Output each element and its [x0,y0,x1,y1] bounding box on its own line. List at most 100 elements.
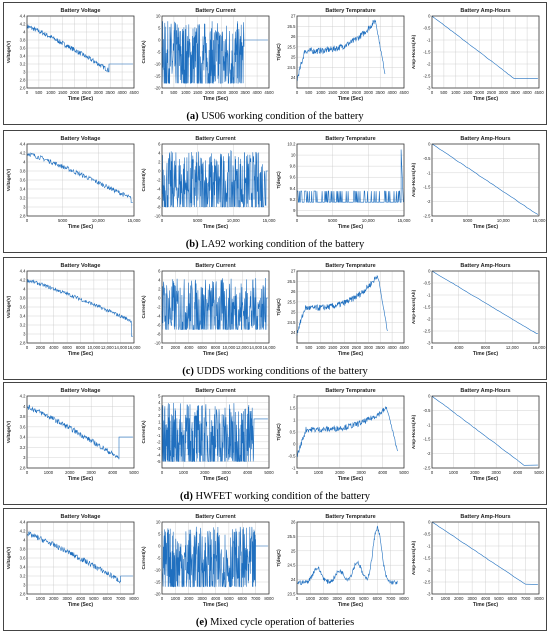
y-tick-label: 3 [23,205,26,210]
y-axis-label: Amp-Hours(Ah) [411,414,416,449]
x-axis-label: Time (Sec) [473,96,499,102]
x-tick-label: 0 [431,90,434,95]
y-tick-label: 2.6 [20,86,26,91]
x-tick-label: 12,000 [236,345,249,350]
x-axis-label: Time (Sec) [203,351,229,357]
x-tick-label: 1000 [171,596,181,601]
chart-panel: Battery Voltage 0 2000 4000 6000 8000 10,000 12… [6,263,141,357]
y-tick-label: -8 [157,332,161,337]
y-tick-label: -2.5 [423,329,431,334]
y-tick-label: 3.6 [20,556,26,561]
plot-frame [296,270,405,344]
y-tick-label: 3 [23,583,26,588]
x-tick-label: 1000 [316,345,326,350]
y-tick-label: 4.4 [20,142,26,147]
x-tick-label: 2000 [65,470,75,475]
x-tick-label: 16,000 [128,345,141,350]
chart-title: Battery Current [195,388,236,394]
x-axis-label: Time (Sec) [338,351,364,357]
y-tick-label: 4 [23,287,26,292]
plot-frame [161,270,270,344]
x-tick-label: 1000 [314,470,324,475]
y-tick-label: -20 [154,86,161,91]
x-axis-label: Time (Sec) [203,476,229,482]
x-tick-label: 1500 [58,90,68,95]
y-axis-label: Amp-Hours(Ah) [411,34,416,69]
plot-frame [161,15,270,89]
x-tick-label: 2000 [470,470,480,475]
x-tick-label: 3000 [467,596,477,601]
x-tick-label: 0 [161,218,164,223]
y-tick-label: 0 [158,426,161,431]
x-tick-label: 4000 [184,345,194,350]
x-tick-label: 4000 [522,90,532,95]
chart-panel: Battery Amp-Hours 0 1000 2000 3000 4000 5000 60… [411,514,544,608]
plot-area [296,15,405,89]
chart-panel: Battery Current 0 1000 2000 3000 4000 5000 6000… [141,514,274,608]
x-tick-label: 8000 [534,596,544,601]
x-tick-label: 3000 [364,345,374,350]
chart-panel: Battery Amp-Hours 0 500 1000 1500 2000 2500 300… [411,8,544,102]
x-tick-label: 7000 [251,596,261,601]
y-tick-label: -15 [154,580,161,585]
row-caption: (d) HWFET working condition of the batte… [4,491,546,502]
y-tick-label: -1 [427,293,431,298]
y-tick-label: 3.8 [20,38,26,43]
y-tick-label: 0 [428,142,431,147]
x-axis-label: Time (Sec) [338,96,364,102]
series-line [26,152,133,203]
x-tick-label: 4000 [117,90,127,95]
series-line [431,521,538,585]
y-tick-label: 6 [158,142,161,147]
chart-title: Battery Voltage [61,388,101,394]
x-tick-label: 8000 [481,345,491,350]
y-tick-label: -4 [157,187,161,192]
y-tick-label: 0 [428,269,431,274]
chart-panel: Battery Temprature 0 1000 2000 3000 4000 5000 6… [276,514,409,608]
y-tick-label: 3.6 [20,424,26,429]
chart-panel: Battery Voltage 0 1000 2000 3000 4000 5000 6000… [6,514,139,608]
y-tick-label: -2.5 [423,214,431,219]
x-tick-label: 500 [440,90,448,95]
series-line [26,24,133,73]
y-tick-label: -1.5 [423,50,431,55]
x-tick-label: 8000 [264,596,274,601]
x-tick-label: 10,000 [362,218,375,223]
chart-title: Battery Amp-Hours [460,136,510,142]
x-axis-label: Time (Sec) [473,602,499,608]
x-tick-label: 0 [161,596,164,601]
chart-panel: Battery Voltage 0 5000 10,000 15,000 2.8 3 3.2 3… [6,136,141,230]
x-tick-label: 500 [305,90,313,95]
y-tick-label: 1 [293,418,296,423]
chart-panel: Battery Amp-Hours 0 5000 10,000 15,000 -2.5 -2… [411,136,546,230]
x-tick-label: 4500 [129,90,139,95]
chart-panel: Battery Temprature 0 5000 10,000 15,000 9 9.2 9… [276,136,411,230]
x-tick-label: 0 [296,345,299,350]
row-caption-letter: (e) [195,617,208,628]
plot-frame [26,15,135,89]
y-tick-label: -1.5 [423,305,431,310]
chart-title: Battery Current [195,514,236,520]
y-tick-label: 2 [158,287,161,292]
y-tick-label: 25 [291,310,296,315]
y-tick-label: 9 [293,208,296,213]
y-tick-label: 2.8 [20,78,26,83]
x-tick-label: 2000 [454,596,464,601]
figure-row-1: (b) LA92 working condition of the batter… [3,130,547,253]
x-tick-label: 3500 [376,90,386,95]
x-axis-label: Time (Sec) [203,96,229,102]
x-tick-label: 1000 [181,90,191,95]
y-tick-label: -0.5 [423,532,431,537]
y-tick-label: 3.2 [20,574,26,579]
figure-row-0: (a) US06 working condition of the batter… [3,2,547,125]
y-tick-label: 3.6 [20,305,26,310]
chart-panel: Battery Temprature 0 1000 2000 3000 4000 5000 -… [276,388,409,482]
x-tick-label: 500 [170,90,178,95]
x-tick-label: 4000 [49,345,59,350]
chart-title: Battery Current [195,8,236,14]
y-tick-label: 10 [156,520,161,525]
y-tick-label: 3.4 [20,187,26,192]
y-tick-label: 0 [428,520,431,525]
y-tick-label: 3.8 [20,296,26,301]
x-axis-label: Time (Sec) [473,351,499,357]
